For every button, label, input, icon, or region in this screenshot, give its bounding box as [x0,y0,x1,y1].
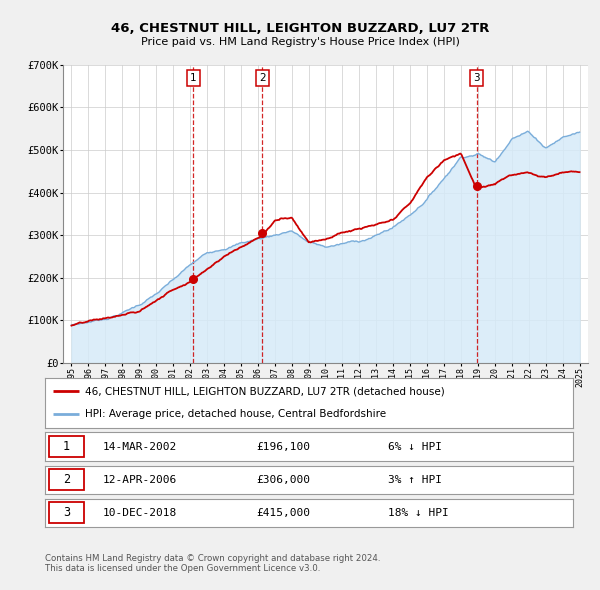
Text: 12-APR-2006: 12-APR-2006 [103,475,178,484]
Text: £306,000: £306,000 [256,475,310,484]
Text: £415,000: £415,000 [256,508,310,517]
Text: Price paid vs. HM Land Registry's House Price Index (HPI): Price paid vs. HM Land Registry's House … [140,37,460,47]
Bar [49,469,83,490]
Text: 3: 3 [63,506,70,519]
Bar [49,436,83,457]
Text: 6% ↓ HPI: 6% ↓ HPI [388,442,442,451]
Text: 10-DEC-2018: 10-DEC-2018 [103,508,178,517]
Text: 3% ↑ HPI: 3% ↑ HPI [388,475,442,484]
Text: 2: 2 [63,473,70,486]
Text: 1: 1 [190,73,197,83]
Text: 18% ↓ HPI: 18% ↓ HPI [388,508,449,517]
Bar [49,502,83,523]
Text: 1: 1 [63,440,70,453]
Text: £196,100: £196,100 [256,442,310,451]
Text: 2: 2 [259,73,266,83]
Text: 14-MAR-2002: 14-MAR-2002 [103,442,178,451]
Text: Contains HM Land Registry data © Crown copyright and database right 2024.
This d: Contains HM Land Registry data © Crown c… [45,554,380,573]
Text: 46, CHESTNUT HILL, LEIGHTON BUZZARD, LU7 2TR: 46, CHESTNUT HILL, LEIGHTON BUZZARD, LU7… [111,22,489,35]
Text: 46, CHESTNUT HILL, LEIGHTON BUZZARD, LU7 2TR (detached house): 46, CHESTNUT HILL, LEIGHTON BUZZARD, LU7… [85,386,445,396]
Text: HPI: Average price, detached house, Central Bedfordshire: HPI: Average price, detached house, Cent… [85,409,386,419]
Text: 3: 3 [473,73,480,83]
